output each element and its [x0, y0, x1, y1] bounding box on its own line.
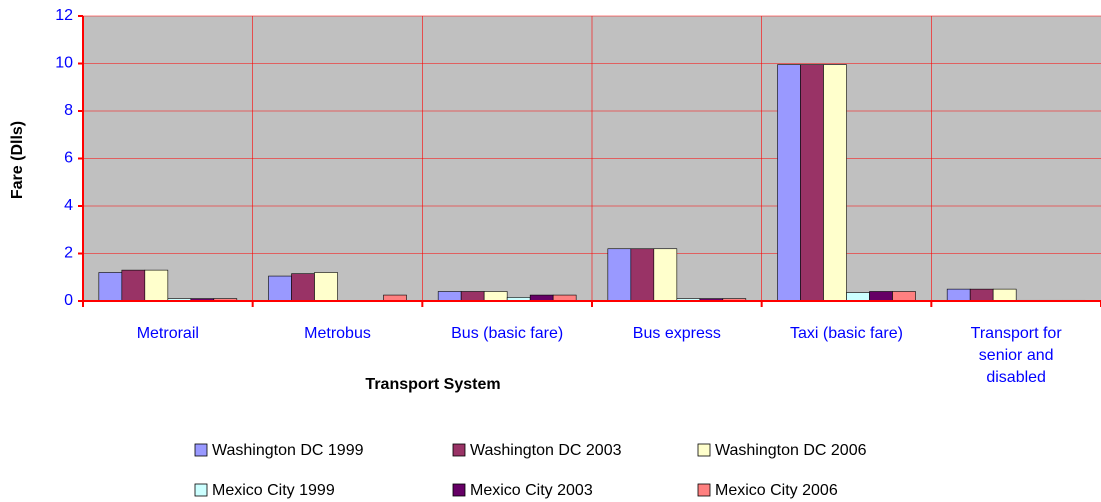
bar [144, 269, 169, 302]
bar [869, 291, 893, 302]
y-tick-label: 2 [64, 245, 73, 262]
y-tick-label: 12 [55, 7, 73, 24]
y-tick-label: 0 [64, 292, 73, 309]
bar [992, 288, 1017, 302]
x-tick-label: Bus (basic fare) [451, 325, 564, 342]
bar [460, 291, 485, 302]
x-tick-label: Metrobus [304, 325, 371, 342]
legend-label: Washington DC 1999 [212, 442, 364, 459]
bar [846, 292, 870, 302]
bar [777, 64, 801, 302]
y-tick-label: 4 [64, 197, 73, 214]
y-tick-label: 6 [64, 150, 73, 167]
x-axis-title: Transport System [365, 376, 500, 393]
legend-swatch [697, 443, 711, 457]
legend-swatch [194, 443, 208, 457]
legend-swatch [194, 483, 208, 497]
legend-swatch [452, 483, 466, 497]
bar [98, 272, 123, 302]
y-axis-title: Fare (Dlls) [9, 121, 26, 199]
x-tick-label: Taxi (basic fare) [790, 325, 903, 342]
bar [437, 291, 462, 302]
bar [630, 248, 655, 302]
bar [314, 272, 338, 302]
bar [607, 248, 632, 302]
bar [653, 248, 678, 302]
legend-label: Mexico City 2006 [715, 482, 838, 499]
bar [823, 64, 847, 302]
bar [483, 291, 508, 302]
bar [800, 64, 824, 302]
bar [291, 273, 315, 302]
bar [969, 288, 994, 302]
x-tick-label: Bus express [632, 325, 721, 342]
x-tick-label: Metrorail [136, 325, 199, 342]
legend-label: Washington DC 2006 [715, 442, 867, 459]
legend-swatch [697, 483, 711, 497]
y-tick-label: 8 [64, 102, 73, 119]
legend-label: Mexico City 1999 [212, 482, 335, 499]
legend-label: Mexico City 2003 [470, 482, 593, 499]
bar [268, 275, 292, 302]
bar [121, 269, 146, 302]
x-tick-label: Transport for senior and disabled [970, 325, 1062, 386]
y-tick-label: 10 [55, 55, 73, 72]
bar [946, 288, 971, 302]
bar [892, 291, 916, 302]
legend-swatch [452, 443, 466, 457]
legend-label: Washington DC 2003 [470, 442, 622, 459]
